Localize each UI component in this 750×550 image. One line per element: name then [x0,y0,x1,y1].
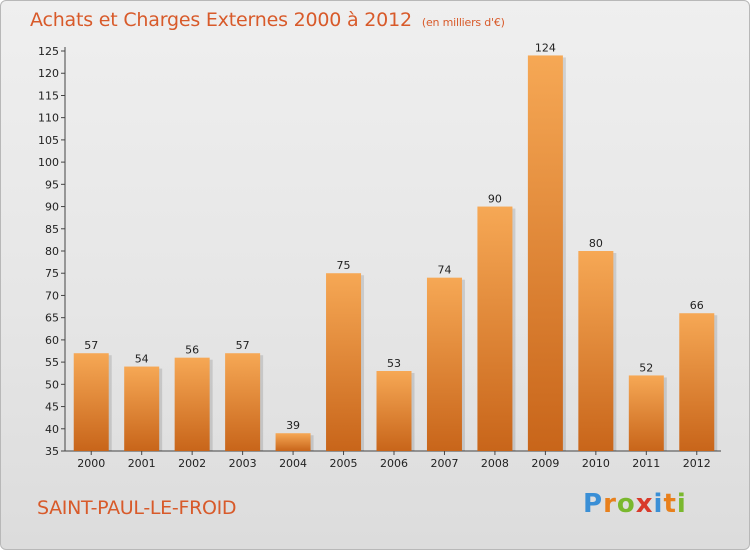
y-tick-label: 105 [38,134,59,147]
bar-value-label: 54 [135,353,149,366]
y-tick-label: 70 [45,289,59,302]
logo-letter: o [616,489,636,519]
x-tick-label: 2012 [683,457,711,470]
y-tick-label: 60 [45,334,59,347]
value-labels: 57 54 56 57 39 75 53 74 90 124 80 52 66 [84,41,704,432]
bar-value-label: 56 [185,344,199,357]
x-axis: 2000 2001 2002 2003 2004 2005 2006 2007 2008 2009… [65,450,721,470]
bar [124,366,160,451]
bars-group [73,55,718,451]
bar [628,375,664,451]
bar-value-label: 74 [437,264,451,277]
y-tick-label: 50 [45,378,59,391]
proxiti-logo: Proxiti [583,489,687,519]
y-tick-label: 65 [45,312,59,325]
x-tick-label: 2007 [430,457,458,470]
bar-value-label: 57 [236,339,250,352]
bar-value-label: 57 [84,339,98,352]
x-tick-label: 2003 [229,457,257,470]
commune-name: SAINT-PAUL-LE-FROID [37,497,237,519]
bar [225,353,261,451]
bar [326,273,362,451]
y-tick-label: 115 [38,89,59,102]
x-tick-label: 2009 [531,457,559,470]
y-tick-label: 95 [45,178,59,191]
bar [477,206,513,451]
x-tick-label: 2000 [77,457,105,470]
y-tick-label: 100 [38,156,59,169]
bar [527,55,563,451]
x-tick-label: 2001 [128,457,156,470]
y-tick-label: 90 [45,201,59,214]
y-tick-label: 40 [45,423,59,436]
bar [174,357,210,451]
bar [426,277,462,451]
logo-letter: x [635,489,654,519]
logo-letter: i [653,489,664,519]
y-tick-label: 120 [38,67,59,80]
bar [73,353,109,451]
y-tick-label: 110 [38,112,59,125]
y-tick-label: 75 [45,267,59,280]
y-tick-label: 35 [45,445,59,458]
proxiti-logo-text: Proxiti [583,489,687,519]
bar-value-label: 66 [690,299,704,312]
x-tick-label: 2006 [380,457,408,470]
chart-title: Achats et Charges Externes 2000 à 2012 (e… [30,9,505,31]
y-tick-label: 80 [45,245,59,258]
bar-value-label: 90 [488,193,502,206]
bar-value-label: 52 [639,361,653,374]
y-tick-label: 55 [45,356,59,369]
logo-letter: t [663,489,677,519]
chart-unit: (en milliers d'€) [421,16,505,29]
bar [275,433,311,451]
x-tick-label: 2005 [330,457,358,470]
bar-value-label: 124 [535,41,556,54]
y-tick-label: 85 [45,223,59,236]
bar-value-label: 53 [387,357,401,370]
bar-value-label: 80 [589,237,603,250]
bar [679,313,715,451]
logo-letter: P [583,489,604,519]
logo-letter: i [676,489,687,519]
y-axis: 35 40 45 50 55 60 65 70 75 80 85 90 95 100 105 110 115 12… [38,45,66,458]
chart-title-text: Achats et Charges Externes 2000 à 2012 [30,9,412,31]
bar [578,251,614,451]
y-tick-label: 125 [38,45,59,58]
y-tick-label: 45 [45,401,59,414]
logo-letter: r [603,489,617,519]
x-tick-label: 2008 [481,457,509,470]
x-tick-label: 2004 [279,457,307,470]
x-tick-label: 2011 [632,457,660,470]
x-tick-label: 2010 [582,457,610,470]
bar [376,371,412,451]
bar-value-label: 39 [286,419,300,432]
bar-value-label: 75 [337,259,351,272]
x-tick-label: 2002 [178,457,206,470]
